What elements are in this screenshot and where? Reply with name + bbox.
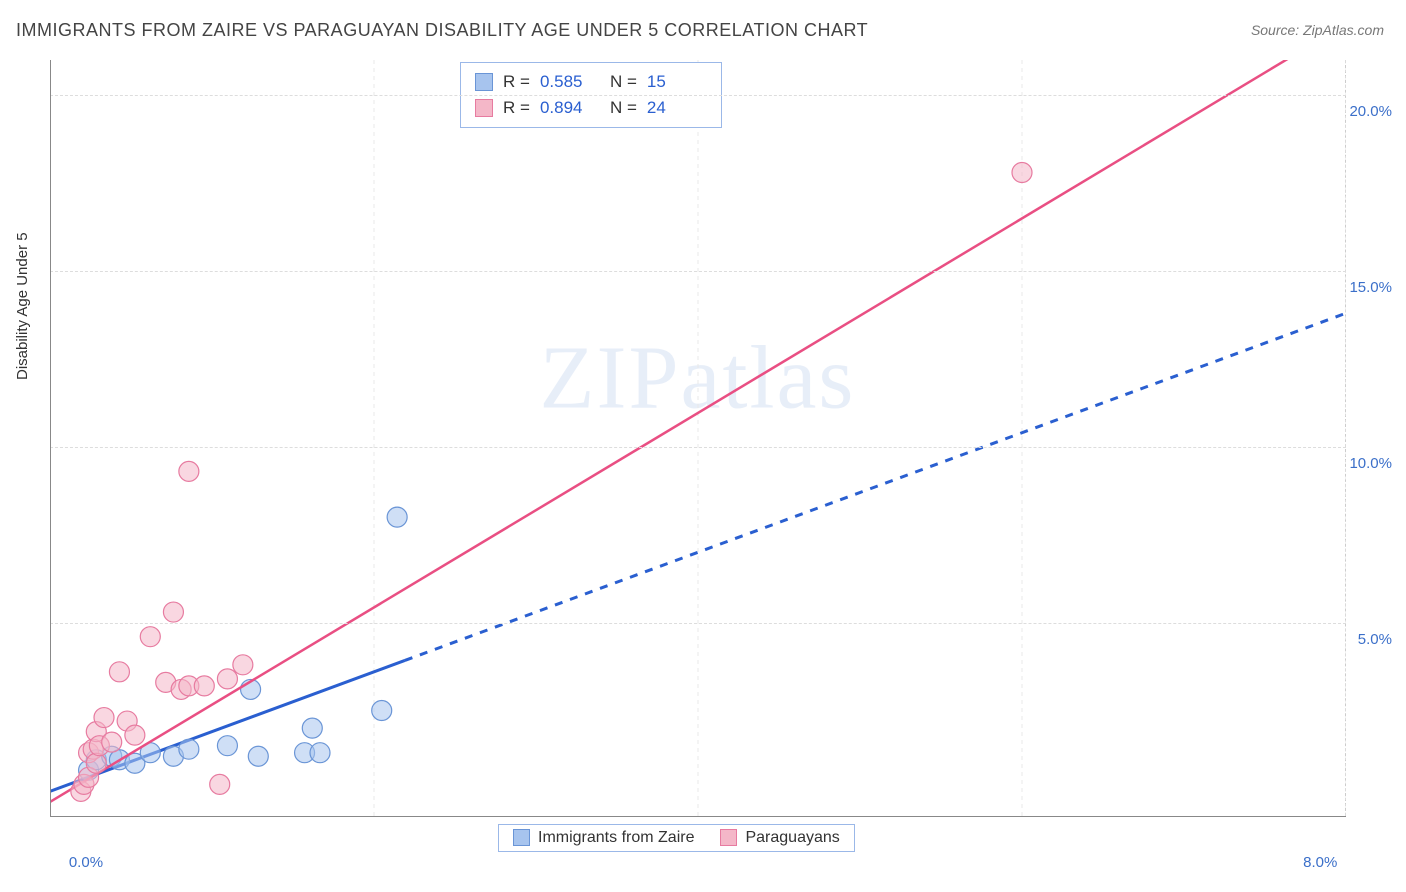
x-axis xyxy=(50,816,1346,817)
legend-item-paraguayans: Paraguayans xyxy=(720,829,839,847)
r-value-paraguayans: 0.894 xyxy=(540,98,600,118)
legend-label: Immigrants from Zaire xyxy=(538,829,694,846)
legend-item-zaire: Immigrants from Zaire xyxy=(513,829,694,847)
y-tick-label: 15.0% xyxy=(1349,279,1392,296)
legend-label: Paraguayans xyxy=(745,829,839,846)
gridline xyxy=(50,447,1346,448)
gridline xyxy=(50,95,1346,96)
r-value-zaire: 0.585 xyxy=(540,72,600,92)
chart-container: IMMIGRANTS FROM ZAIRE VS PARAGUAYAN DISA… xyxy=(0,0,1406,892)
chart-title: IMMIGRANTS FROM ZAIRE VS PARAGUAYAN DISA… xyxy=(16,20,868,41)
y-axis-label: Disability Age Under 5 xyxy=(14,232,31,380)
legend-swatch-paraguayans xyxy=(475,99,493,117)
y-tick-label: 5.0% xyxy=(1358,631,1392,648)
x-tick-label: 8.0% xyxy=(1303,854,1337,871)
n-label: N = xyxy=(610,72,637,92)
legend-swatch-zaire xyxy=(475,73,493,91)
source-label: Source: ZipAtlas.com xyxy=(1251,22,1384,38)
y-tick-label: 10.0% xyxy=(1349,455,1392,472)
r-label: R = xyxy=(503,72,530,92)
n-value-zaire: 15 xyxy=(647,72,707,92)
n-label: N = xyxy=(610,98,637,118)
legend-swatch-paraguayans xyxy=(720,829,737,846)
plot-area: ZIPatlas xyxy=(50,60,1346,816)
y-tick-label: 20.0% xyxy=(1349,103,1392,120)
legend-series: Immigrants from Zaire Paraguayans xyxy=(498,824,855,852)
r-label: R = xyxy=(503,98,530,118)
x-tick-label: 0.0% xyxy=(69,854,103,871)
gridline xyxy=(50,271,1346,272)
legend-swatch-zaire xyxy=(513,829,530,846)
n-value-paraguayans: 24 xyxy=(647,98,707,118)
y-axis xyxy=(50,60,51,816)
chart-svg xyxy=(50,60,1346,816)
legend-stats-row: R = 0.894 N = 24 xyxy=(475,95,707,121)
gridline xyxy=(50,623,1346,624)
legend-stats-row: R = 0.585 N = 15 xyxy=(475,69,707,95)
